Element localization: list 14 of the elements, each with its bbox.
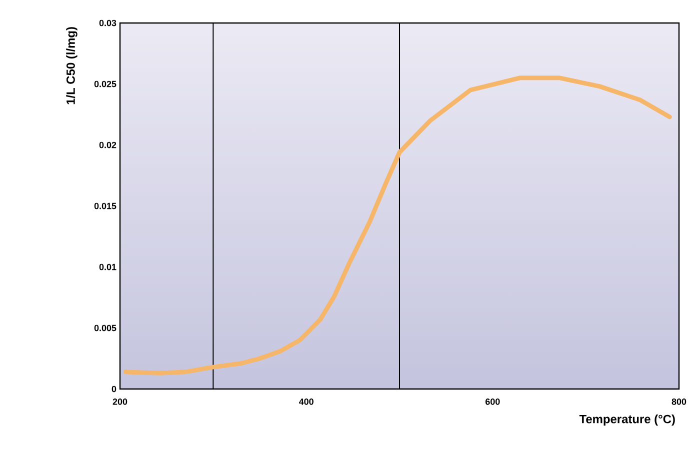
y-tick-label: 0.02: [99, 142, 116, 148]
y-tick-label: 0: [112, 386, 116, 392]
y-tick-label: 0.03: [99, 20, 116, 26]
y-axis-title: 1/L C50 (l/mg): [66, 27, 78, 104]
x-axis-title: Temperature (°C): [579, 414, 675, 426]
x-tick-label: 400: [298, 398, 314, 405]
x-tick-label: 800: [672, 398, 686, 405]
y-tick-label: 0.025: [94, 80, 116, 88]
line-series: [123, 76, 672, 376]
x-tick-label: 600: [486, 398, 500, 405]
y-tick-label: 0.01: [99, 264, 116, 270]
x-tick-label: 200: [112, 398, 128, 405]
y-tick-label: 0.005: [94, 324, 116, 332]
y-tick-label: 0.015: [94, 202, 116, 210]
